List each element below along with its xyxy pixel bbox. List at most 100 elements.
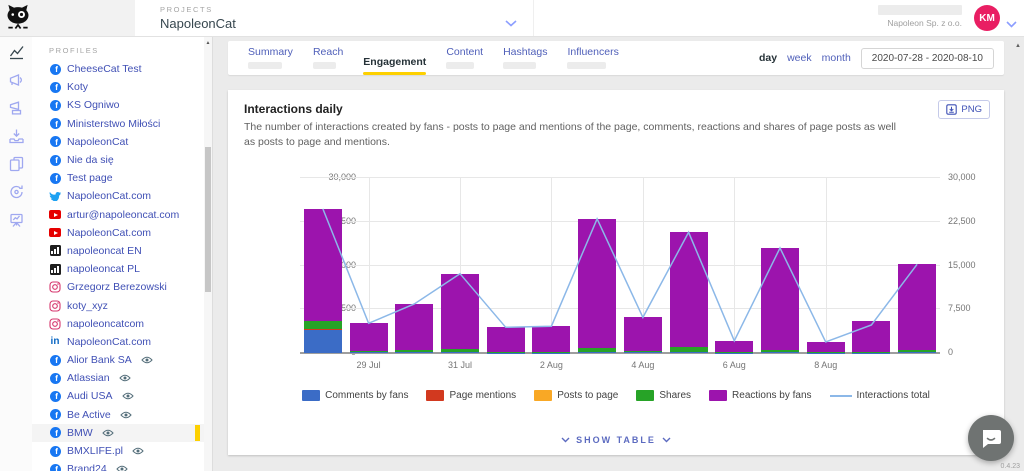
rail-item-pages[interactable] [0, 155, 32, 177]
legend-swatch [636, 390, 655, 401]
tab-content[interactable]: Content [436, 41, 493, 75]
sidebar-scrollbar-thumb[interactable] [205, 147, 211, 292]
legend-item-reactions-by-fans[interactable]: Reactions by fans [709, 390, 812, 401]
export-png-button[interactable]: PNG [938, 100, 990, 119]
sidebar-item-nie-da-si[interactable]: f Nie da się [32, 151, 212, 169]
sidebar-item-napoleoncat-com[interactable]: in NapoleonCat.com [32, 333, 212, 351]
profile-label: Atlassian [67, 372, 110, 385]
main-scroll-up-icon[interactable]: ▲ [1015, 43, 1021, 49]
rail-item-reports[interactable] [0, 211, 32, 233]
chevron-down-icon [662, 437, 671, 443]
sidebar-item-be-active[interactable]: f Be Active [32, 406, 212, 424]
profile-label: BMW [67, 426, 93, 439]
active-tab-underline [363, 72, 427, 75]
bar-segment-shares [532, 351, 571, 353]
logo-zone [0, 0, 135, 36]
legend-item-page-mentions[interactable]: Page mentions [426, 390, 516, 401]
plot-area [300, 177, 940, 354]
tab-hashtags[interactable]: Hashtags [493, 41, 557, 75]
bar-segment-comments-by-fans [395, 352, 434, 353]
tab-influencers[interactable]: Influencers [557, 41, 628, 75]
sidebar-item-ministerstwo-mi-o-ci[interactable]: f Ministerstwo Miłości [32, 115, 212, 133]
y-axis-right: 0 7,500 15,000 22,500 30,000 [948, 172, 1008, 357]
sidebar-item-napoleoncat-com[interactable]: NapoleonCat.com [32, 187, 212, 205]
legend-item-shares[interactable]: Shares [636, 390, 691, 401]
sidebar-item-grzegorz-berezowski[interactable]: Grzegorz Berezowski [32, 278, 212, 296]
sidebar-item-brand24[interactable]: f Brand24 [32, 460, 212, 471]
granularity-month[interactable]: month [821, 52, 851, 64]
gridline-x-8-aug [825, 178, 827, 353]
profiles-header: PROFILES [49, 46, 99, 55]
legend-item-comments-by-fans[interactable]: Comments by fans [302, 390, 408, 401]
bar-31-jul [441, 273, 479, 353]
sidebar-item-napoleoncat[interactable]: f NapoleonCat [32, 133, 212, 151]
facebook-icon: f [49, 445, 61, 457]
sidebar-item-bmxlife-pl[interactable]: f BMXLIFE.pl [32, 442, 212, 460]
chat-widget-button[interactable] [968, 415, 1014, 461]
scroll-up-icon[interactable]: ▲ [205, 40, 211, 46]
gridline-y-30000 [300, 177, 940, 178]
sidebar-item-koty-xyz[interactable]: koty_xyz [32, 296, 212, 314]
sidebar-item-napoleoncat-pl[interactable]: napoleoncat PL [32, 260, 212, 278]
facebook-icon: f [49, 63, 61, 75]
sidebar-item-audi-usa[interactable]: f Audi USA [32, 387, 212, 405]
pages-icon [8, 156, 25, 177]
sidebar-item-cheesecat-test[interactable]: f CheeseCat Test [32, 60, 212, 78]
tab-engagement[interactable]: Engagement [353, 41, 436, 75]
ads-icon [8, 100, 25, 121]
bar-1-aug [486, 327, 525, 353]
rail-item-megaphone[interactable] [0, 71, 32, 93]
sidebar-item-napoleoncatcom[interactable]: napoleoncatcom [32, 315, 212, 333]
facebook-icon: f [49, 154, 61, 166]
facebook-icon: f [49, 372, 61, 384]
tab-reach[interactable]: Reach [303, 41, 353, 75]
facebook-icon: f [49, 354, 61, 366]
bar-segment-shares [806, 352, 845, 353]
profile-label: napoleoncat PL [67, 263, 140, 276]
show-table-button[interactable]: SHOW TABLE [561, 435, 671, 445]
sidebar-item-koty[interactable]: f Koty [32, 78, 212, 96]
sidebar-item-ks-ogniwo[interactable]: f KS Ogniwo [32, 96, 212, 114]
interactions-daily-card: Interactions daily The number of interac… [228, 90, 1004, 455]
profile-label: napoleoncat EN [67, 244, 142, 257]
rail-item-analytics[interactable] [0, 43, 32, 65]
project-chevron-down-icon[interactable] [505, 14, 517, 32]
bar-segment-reactions-by-fans [715, 340, 754, 353]
sidebar-item-napoleoncat-com[interactable]: NapoleonCat.com [32, 224, 212, 242]
linkedin-icon: in [50, 335, 60, 347]
sidebar-item-artur-napoleoncat-com[interactable]: artur@napoleoncat.com [32, 206, 212, 224]
sidebar-item-napoleoncat-en[interactable]: napoleoncat EN [32, 242, 212, 260]
bar-segment-comments-by-fans [349, 352, 388, 353]
sidebar-item-test-page[interactable]: f Test page [32, 169, 212, 187]
project-selector[interactable]: PROJECTS NapoleonCat [160, 5, 236, 31]
avatar[interactable]: KM [974, 5, 1000, 31]
sidebar-item-alior-bank-sa[interactable]: f Alior Bank SA [32, 351, 212, 369]
profile-label: Koty [67, 81, 89, 94]
tab-summary[interactable]: Summary [238, 41, 303, 75]
y-tick-22500: 22,500 [948, 215, 976, 226]
rail-item-ads[interactable] [0, 99, 32, 121]
bar-segment-comments-by-fans [303, 330, 342, 353]
sidebar-scrollbar[interactable]: ▲ [204, 37, 212, 471]
legend-item-interactions-total[interactable]: Interactions total [829, 390, 930, 401]
facebook-icon: f [49, 409, 61, 421]
sidebar-item-bmw[interactable]: f BMW [32, 423, 212, 442]
x-tick-31-jul: 31 Jul [447, 360, 473, 370]
bar-29-jul [349, 323, 388, 353]
legend-label: Page mentions [449, 390, 517, 401]
granularity-day[interactable]: day [759, 52, 778, 64]
sidebar-item-atlassian[interactable]: f Atlassian [32, 369, 212, 387]
report-tabs-bar: Summary Reach Engagement Content Hashtags Inf… [228, 41, 1004, 75]
granularity-week[interactable]: week [787, 52, 812, 64]
rail-item-automation[interactable] [0, 183, 32, 205]
legend-item-posts-to-page[interactable]: Posts to page [534, 390, 618, 401]
x-tick-4-aug: 4 Aug [631, 360, 655, 370]
bar-segment-comments-by-fans [578, 352, 617, 353]
account-chevron-down-icon[interactable] [1006, 15, 1017, 33]
rail-item-inbox-download[interactable] [0, 127, 32, 149]
tab-label: Influencers [567, 46, 619, 58]
redacted-account-name [878, 5, 962, 15]
facebook-icon: f [49, 427, 61, 439]
x-tick-8-aug: 8 Aug [814, 360, 838, 370]
date-range-picker[interactable]: 2020-07-28 - 2020-08-10 [860, 47, 994, 69]
